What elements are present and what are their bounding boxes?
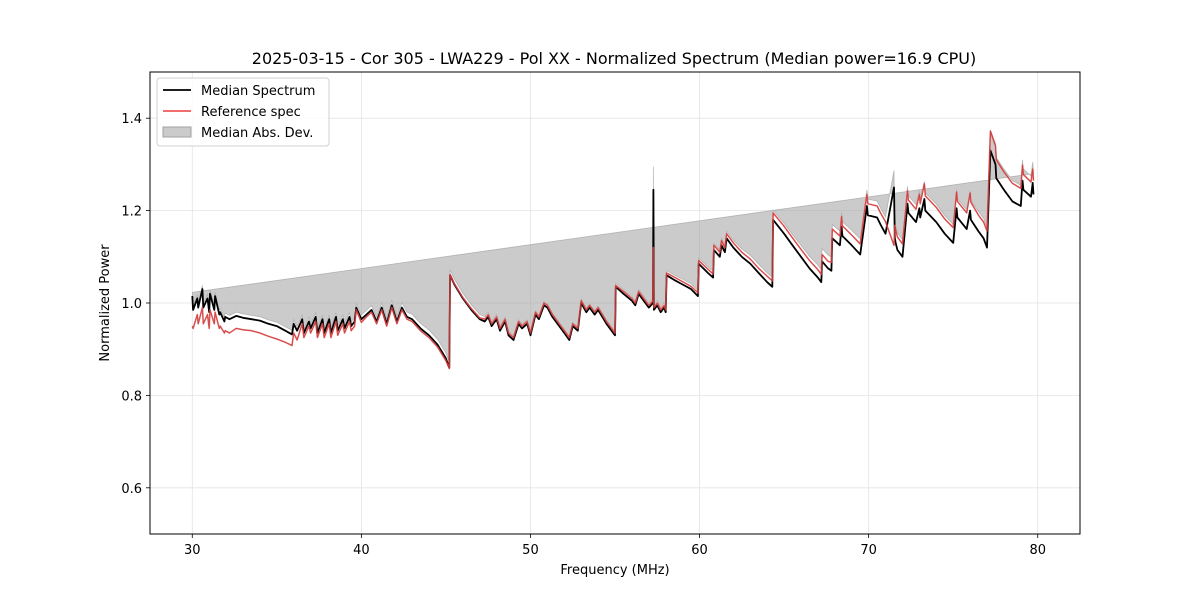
x-tick-label: 50: [522, 543, 539, 558]
x-tick-label: 30: [184, 543, 201, 558]
y-axis-label: Normalized Power: [98, 244, 113, 362]
legend-mad-swatch: [162, 126, 192, 138]
y-tick-label: 1.4: [121, 112, 142, 127]
y-tick-label: 0.6: [121, 482, 142, 497]
series-lines: [191, 130, 1035, 370]
x-tick-label: 60: [691, 543, 708, 558]
y-tick-label: 1.0: [121, 297, 142, 312]
legend-reference-label: Reference spec: [201, 105, 301, 120]
chart-title: 2025-03-15 - Cor 305 - LWA229 - Pol XX -…: [252, 49, 976, 68]
legend-median-label: Median Spectrum: [201, 84, 315, 99]
x-tick-label: 40: [353, 543, 370, 558]
y-axis: 0.6 0.8 1.0 1.2 1.4: [121, 112, 150, 497]
x-axis-label: Frequency (MHz): [560, 563, 669, 578]
overlap-tint-line: [191, 130, 1034, 370]
y-tick-label: 1.2: [121, 205, 142, 220]
x-tick-label: 80: [1029, 543, 1046, 558]
legend-mad-label: Median Abs. Dev.: [201, 126, 313, 141]
legend: Median Spectrum Reference spec Median Ab…: [156, 77, 330, 147]
y-tick-label: 0.8: [121, 389, 142, 404]
x-tick-label: 70: [860, 543, 877, 558]
x-axis: 30 40 50 60 70 80: [184, 534, 1046, 558]
legend-frame: [156, 77, 330, 147]
reference-spectrum-line: [191, 130, 1035, 370]
